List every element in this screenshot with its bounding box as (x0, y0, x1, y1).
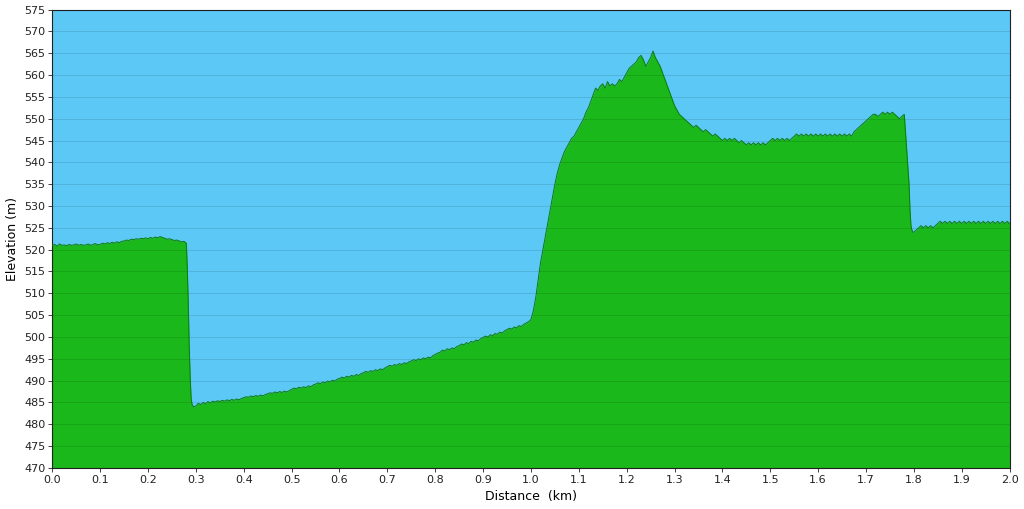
Y-axis label: Elevation (m): Elevation (m) (5, 197, 18, 281)
X-axis label: Distance  (km): Distance (km) (485, 491, 577, 503)
